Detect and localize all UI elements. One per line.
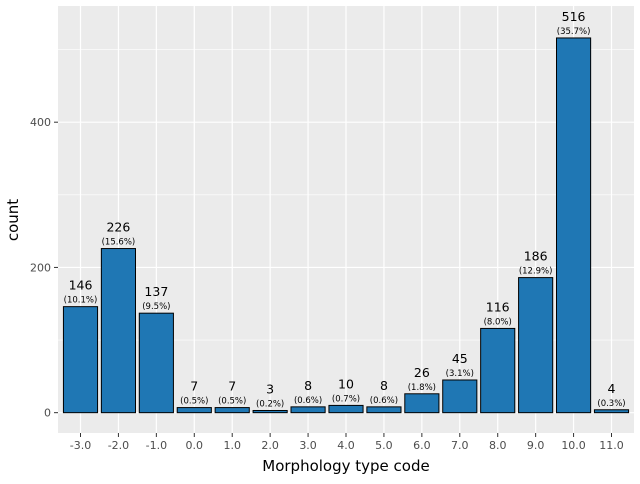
x-tick-label: 9.0 — [527, 439, 545, 452]
bar — [556, 37, 592, 414]
count-label: 516 — [562, 9, 586, 24]
x-tick-label: 0.0 — [186, 439, 204, 452]
count-label: 146 — [69, 278, 93, 293]
bar — [442, 379, 478, 414]
count-label: 3 — [266, 381, 274, 396]
bar — [290, 406, 326, 414]
percent-label: (3.1%) — [446, 369, 474, 379]
x-axis: -3.0 -2.0 -1.0 0.0 1.0 2.0 3.0 4.0 5.0 6.0 7.0 8.0 9… — [70, 433, 624, 452]
percent-label: (15.6%) — [102, 238, 136, 248]
x-tick-label: -1.0 — [146, 439, 167, 452]
percent-label: (9.5%) — [142, 302, 170, 312]
bar — [328, 404, 364, 414]
x-tick-label: 1.0 — [223, 439, 241, 452]
y-axis-title: count — [4, 199, 22, 241]
bar — [366, 406, 402, 414]
bars — [62, 37, 630, 414]
percent-label: (0.5%) — [218, 397, 246, 407]
x-tick-label: 8.0 — [489, 439, 507, 452]
percent-label: (0.6%) — [294, 396, 322, 406]
percent-label: (0.7%) — [332, 394, 360, 404]
bar — [404, 393, 440, 414]
x-tick-label: 2.0 — [261, 439, 279, 452]
count-label: 116 — [486, 299, 510, 314]
count-label: 45 — [452, 351, 468, 366]
x-tick-label: 5.0 — [375, 439, 393, 452]
count-label: 26 — [414, 365, 430, 380]
percent-label: (0.5%) — [180, 397, 208, 407]
y-tick-label: 0 — [44, 407, 51, 420]
x-tick-label: -2.0 — [108, 439, 129, 452]
percent-label: (10.1%) — [64, 296, 98, 306]
percent-label: (1.8%) — [408, 383, 436, 393]
x-tick-label: -3.0 — [70, 439, 91, 452]
percent-label: (0.6%) — [370, 396, 398, 406]
count-label: 8 — [304, 378, 312, 393]
x-tick-label: 6.0 — [413, 439, 431, 452]
count-label: 186 — [524, 249, 548, 264]
count-labels: 146 226 137 7 7 3 8 10 8 26 45 116 186 516 4 — [69, 9, 616, 397]
count-label: 4 — [608, 381, 616, 396]
percent-label: (8.0%) — [484, 317, 512, 327]
percent-label: (12.9%) — [519, 267, 553, 277]
bar — [518, 277, 554, 414]
bar — [214, 407, 250, 414]
x-tick-label: 7.0 — [451, 439, 469, 452]
y-tick-label: 400 — [30, 116, 51, 129]
y-tick-label: 200 — [30, 261, 51, 274]
percent-labels: (10.1%) (15.6%) (9.5%) (0.5%) (0.5%) (0.2%) (0… — [64, 27, 626, 410]
x-tick-label: 11.0 — [599, 439, 624, 452]
bar — [138, 312, 174, 414]
percent-label: (0.2%) — [256, 399, 284, 409]
x-tick-label: 3.0 — [299, 439, 317, 452]
count-label: 137 — [144, 284, 168, 299]
bar — [62, 306, 99, 414]
y-axis: 0 200 400 — [30, 116, 58, 420]
bar — [252, 409, 288, 414]
count-label: 7 — [190, 379, 198, 394]
count-label: 8 — [380, 378, 388, 393]
percent-label: (0.3%) — [597, 399, 625, 409]
bar — [176, 407, 212, 414]
bar — [593, 409, 630, 414]
count-label: 7 — [228, 379, 236, 394]
bar — [100, 248, 136, 414]
count-label: 10 — [338, 376, 354, 391]
count-label: 226 — [106, 220, 130, 235]
bar — [480, 327, 516, 414]
x-tick-label: 4.0 — [337, 439, 355, 452]
x-axis-title: Morphology type code — [262, 457, 429, 475]
x-tick-label: 10.0 — [561, 439, 586, 452]
percent-label: (35.7%) — [557, 27, 591, 37]
